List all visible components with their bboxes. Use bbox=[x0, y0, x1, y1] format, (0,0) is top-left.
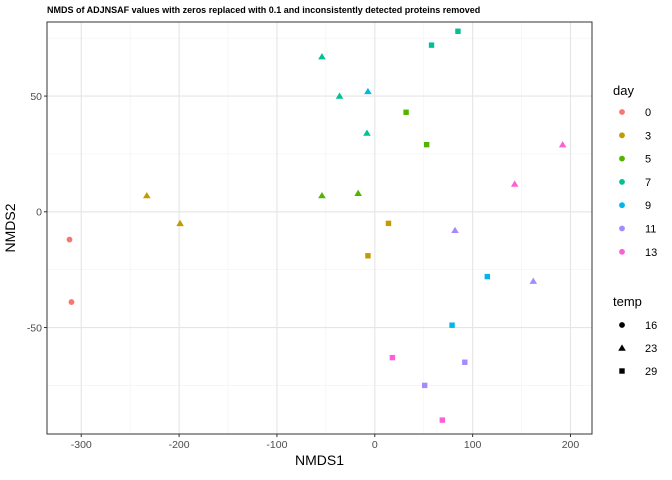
data-points bbox=[66, 28, 567, 423]
legend-day-label: 3 bbox=[645, 130, 651, 142]
data-point bbox=[529, 277, 538, 284]
y-tick-label: 0 bbox=[36, 207, 42, 219]
legend-day-key bbox=[619, 248, 625, 255]
data-point bbox=[364, 87, 372, 95]
data-point bbox=[365, 253, 371, 259]
data-point bbox=[354, 189, 362, 196]
y-axis-title: NMDS2 bbox=[2, 203, 18, 252]
data-point bbox=[403, 109, 409, 115]
data-point bbox=[558, 141, 567, 148]
plot-border bbox=[46, 21, 593, 435]
legend-day: day 0 3 5 7 9 11 13 bbox=[613, 83, 657, 259]
data-point bbox=[385, 220, 392, 227]
legend-day-key bbox=[619, 109, 625, 115]
data-point bbox=[428, 42, 435, 48]
y-tick-label: 50 bbox=[30, 91, 42, 103]
grid-lines bbox=[47, 22, 592, 434]
data-point bbox=[449, 322, 455, 328]
x-tick-label: -100 bbox=[266, 439, 287, 451]
legend-day-label: 5 bbox=[645, 154, 651, 166]
data-point bbox=[439, 417, 445, 423]
data-point bbox=[66, 236, 73, 243]
legend-temp-key bbox=[619, 322, 625, 328]
legend-temp-label: 16 bbox=[645, 320, 657, 332]
data-point bbox=[455, 28, 461, 34]
legend-day-key bbox=[619, 202, 625, 209]
data-point bbox=[68, 299, 75, 305]
x-tick-label: 100 bbox=[464, 439, 482, 451]
data-point bbox=[318, 191, 326, 199]
data-point bbox=[389, 354, 396, 361]
data-point bbox=[484, 273, 491, 280]
legend-day-label: 9 bbox=[645, 200, 651, 212]
data-point bbox=[451, 226, 459, 234]
legend-day-key bbox=[619, 155, 625, 162]
x-axis-ticks: -300 -200 -100 0 100 200 bbox=[71, 434, 580, 451]
data-point bbox=[143, 191, 151, 199]
x-tick-label: 200 bbox=[562, 439, 580, 451]
data-point bbox=[176, 219, 184, 227]
legend-day-title: day bbox=[613, 83, 634, 98]
data-point bbox=[462, 359, 468, 365]
x-tick-label: -300 bbox=[71, 439, 92, 451]
legend-temp: temp 16 23 29 bbox=[613, 294, 657, 378]
x-tick-label: -200 bbox=[169, 439, 190, 451]
legend-temp-title: temp bbox=[613, 294, 642, 309]
legend-day-label: 11 bbox=[645, 224, 656, 236]
x-tick-label: 0 bbox=[372, 439, 378, 451]
chart-title: NMDS of ADJNSAF values with zeros replac… bbox=[47, 5, 480, 15]
y-tick-label: -50 bbox=[27, 322, 42, 334]
legend-day-key bbox=[619, 225, 625, 232]
legend-temp-key bbox=[618, 344, 626, 351]
legend-day-label: 7 bbox=[645, 177, 651, 189]
legend-temp-label: 29 bbox=[645, 366, 657, 378]
y-axis-ticks: -50 0 50 bbox=[27, 91, 47, 334]
legend-temp-label: 23 bbox=[645, 343, 657, 355]
plot-panel bbox=[46, 21, 593, 435]
data-point bbox=[510, 180, 519, 187]
data-point bbox=[421, 382, 428, 389]
legend-day-key bbox=[619, 179, 625, 185]
data-point bbox=[363, 129, 371, 136]
legend-day-key bbox=[619, 132, 625, 139]
data-point bbox=[423, 141, 430, 148]
legend-day-label: 13 bbox=[645, 247, 657, 259]
legend-day-label: 0 bbox=[645, 107, 651, 119]
x-axis-title: NMDS1 bbox=[295, 452, 344, 468]
legend-temp-key bbox=[619, 368, 625, 374]
data-point bbox=[335, 92, 344, 99]
data-point bbox=[318, 53, 326, 60]
